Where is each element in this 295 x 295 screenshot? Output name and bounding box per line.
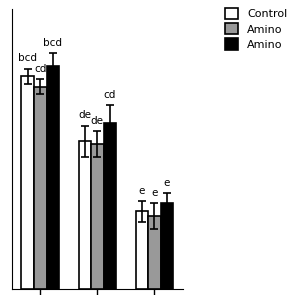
- Text: de: de: [91, 116, 104, 126]
- Bar: [47, 66, 59, 289]
- Bar: [34, 87, 47, 289]
- Bar: [22, 76, 34, 289]
- Text: e: e: [164, 178, 170, 188]
- Text: cd: cd: [104, 90, 116, 100]
- Bar: [104, 123, 116, 289]
- Text: de: de: [78, 110, 91, 120]
- Bar: [78, 141, 91, 289]
- Text: e: e: [151, 188, 158, 198]
- Bar: [161, 204, 173, 289]
- Text: bcd: bcd: [18, 53, 37, 63]
- Bar: [91, 144, 104, 289]
- Bar: [148, 217, 161, 289]
- Text: e: e: [139, 186, 145, 196]
- Bar: [136, 211, 148, 289]
- Text: cd: cd: [34, 64, 47, 74]
- Legend: Control, Amino, Amino: Control, Amino, Amino: [222, 6, 289, 52]
- Text: bcd: bcd: [43, 38, 62, 48]
